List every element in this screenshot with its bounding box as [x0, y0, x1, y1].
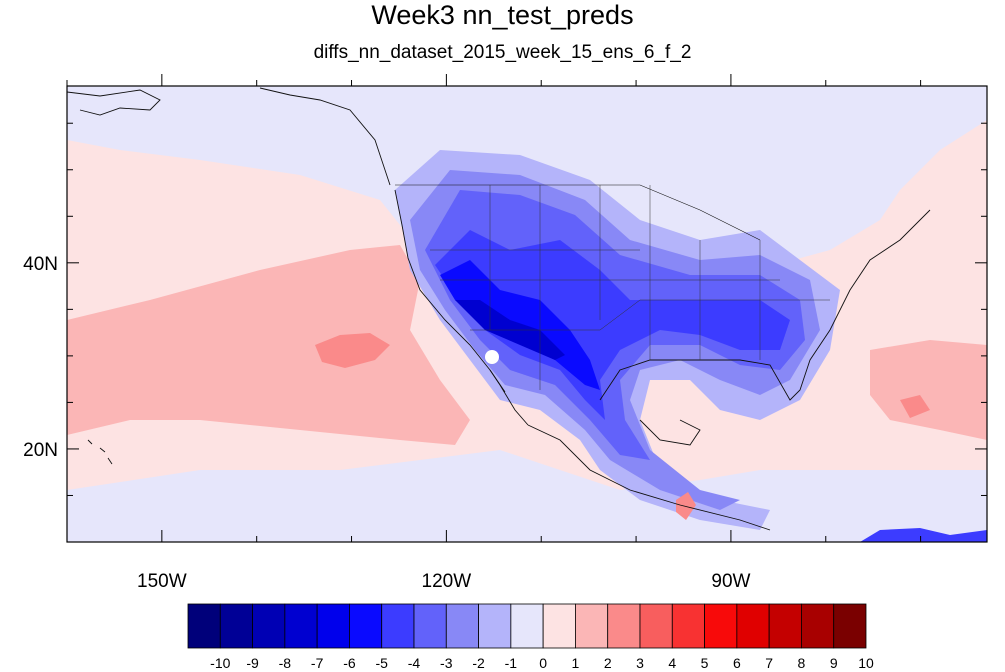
anomaly-field — [67, 86, 987, 542]
colorbar-swatch — [833, 603, 867, 649]
y-tick-label: 40N — [23, 254, 58, 275]
colorbar-swatch — [542, 603, 576, 649]
x-tick-label: 150W — [137, 571, 187, 592]
map-subtitle: diffs_nn_dataset_2015_week_15_ens_6_f_2 — [313, 42, 692, 63]
colorbar-label: 0 — [539, 655, 547, 671]
colorbar-label: 10 — [858, 655, 874, 671]
anomaly-region-pacific-pink-3 — [315, 333, 390, 368]
plot-frame — [66, 85, 988, 543]
colorbar-swatch — [284, 603, 318, 649]
colorbar-swatch — [445, 603, 479, 649]
colorbar-label: 5 — [701, 655, 709, 671]
colorbar-swatch — [187, 603, 221, 649]
anomaly-region-pacific-pink — [67, 245, 470, 445]
colorbar-label: -10 — [210, 655, 230, 671]
colorbar-swatch — [671, 603, 705, 649]
anomaly-region-us-level-minus-5 — [435, 230, 790, 420]
anomaly-spot-baja — [485, 350, 499, 364]
colorbar-label: -5 — [375, 655, 388, 671]
colorbar-swatch — [704, 603, 738, 649]
colorbar-label: -9 — [246, 655, 259, 671]
colorbar-label: -4 — [408, 655, 421, 671]
anomaly-spot-central-america-pink — [676, 492, 696, 520]
colorbar-label: -6 — [343, 655, 356, 671]
colorbar-swatch — [478, 603, 512, 649]
colorbar-swatch — [639, 603, 673, 649]
colorbar-label: -2 — [472, 655, 485, 671]
y-tick-label: 20N — [23, 440, 58, 461]
colorbar-swatch — [607, 603, 641, 649]
colorbar-swatch — [736, 603, 770, 649]
colorbar-swatch — [349, 603, 383, 649]
anomaly-region-south-america-blue — [860, 528, 987, 542]
map-title: Week3 nn_test_preds — [371, 0, 634, 30]
x-axis: 150W 120W 90W — [66, 74, 922, 592]
colorbar-swatch — [316, 603, 350, 649]
colorbar-swatch — [575, 603, 609, 649]
colorbar-label: 8 — [798, 655, 806, 671]
colorbar-label: -1 — [505, 655, 518, 671]
colorbar-label: 2 — [604, 655, 612, 671]
colorbar-swatch — [381, 603, 415, 649]
anomaly-region-atlantic-pink-3 — [900, 395, 930, 418]
state-borders — [430, 185, 830, 390]
colorbar-label: 1 — [572, 655, 580, 671]
coastlines — [67, 87, 931, 531]
colorbar-label: -7 — [311, 655, 324, 671]
y-axis: 40N 20N — [23, 122, 987, 543]
colorbar-swatch — [413, 603, 447, 649]
colorbar-label: 3 — [636, 655, 644, 671]
colorbar-swatch — [510, 603, 544, 649]
x-tick-label: 120W — [422, 571, 472, 592]
colorbar-label: 4 — [668, 655, 676, 671]
x-tick-label: 90W — [711, 571, 750, 592]
colorbar-label: 7 — [765, 655, 773, 671]
colorbar-label: -3 — [440, 655, 453, 671]
colorbar-label: -8 — [279, 655, 292, 671]
anomaly-region-atlantic-pink — [870, 340, 987, 440]
colorbar-label: 6 — [733, 655, 741, 671]
colorbar-swatch — [252, 603, 286, 649]
colorbar: -10 -9 -8 -7 -6 -5 -4 -3 -2 -1 0 1 2 3 4 5 6 7 8 9 10 — [187, 603, 874, 671]
colorbar-swatch — [801, 603, 835, 649]
colorbar-swatch — [219, 603, 253, 649]
colorbar-label: 9 — [830, 655, 838, 671]
colorbar-swatch — [768, 603, 802, 649]
